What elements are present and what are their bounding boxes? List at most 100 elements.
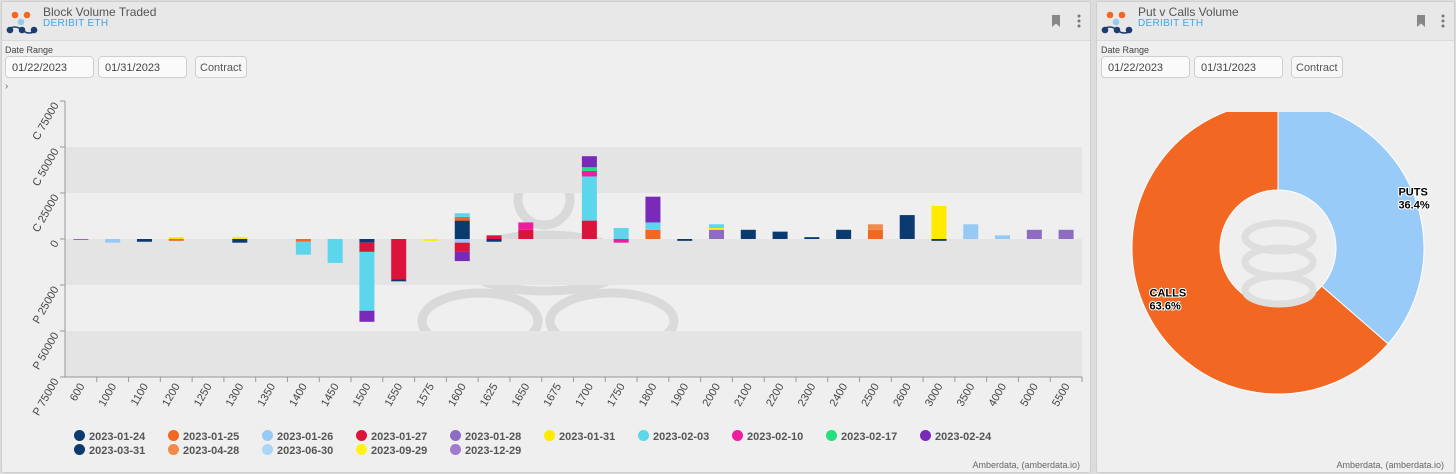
legend-item[interactable]: 2023-03-31 — [74, 444, 145, 458]
legend-dot — [450, 430, 461, 441]
kebab-menu-icon[interactable] — [1077, 14, 1081, 28]
bar-segment[interactable] — [518, 229, 534, 239]
bar-segment[interactable] — [836, 229, 852, 239]
bar-segment[interactable] — [677, 239, 693, 241]
bar-segment[interactable] — [931, 205, 947, 239]
bar-segment[interactable] — [359, 242, 375, 252]
bar-segment[interactable] — [454, 242, 470, 252]
bar-segment[interactable] — [168, 237, 184, 239]
x-tick-label: 1400 — [287, 382, 310, 409]
bar-segment[interactable] — [963, 224, 979, 239]
bar-segment[interactable] — [391, 279, 407, 282]
bar-segment[interactable] — [295, 239, 311, 242]
bar-segment[interactable] — [359, 251, 375, 311]
bar-segment[interactable] — [359, 239, 375, 243]
bar-segment[interactable] — [645, 222, 661, 230]
legend-dot — [356, 430, 367, 441]
grid-band — [65, 239, 1082, 285]
legend-dot — [638, 430, 649, 441]
legend-dot — [920, 430, 931, 441]
bar-segment[interactable] — [486, 239, 502, 242]
bar-segment[interactable] — [327, 239, 343, 263]
bar-segment[interactable] — [454, 216, 470, 221]
x-tick-label: 2200 — [764, 382, 787, 409]
bar-segment[interactable] — [1058, 229, 1074, 239]
y-tick-label: P 50000 — [31, 331, 62, 372]
bar-segment[interactable] — [359, 310, 375, 322]
end-date-input[interactable]: 01/31/2023 — [1194, 56, 1283, 78]
legend-item[interactable]: 2023-09-29 — [356, 444, 427, 458]
credit-text: Amberdata, (amberdata.io) — [1336, 460, 1444, 470]
bar-segment[interactable] — [168, 239, 184, 241]
legend-item[interactable]: 2023-02-17 — [826, 430, 897, 444]
slice-label: CALLS — [1150, 287, 1187, 299]
bar-segment[interactable] — [709, 229, 725, 239]
slice-label: PUTS — [1398, 187, 1427, 199]
legend-item[interactable]: 2023-02-24 — [920, 430, 991, 444]
bar-segment[interactable] — [867, 229, 883, 239]
bar-segment[interactable] — [709, 227, 725, 230]
panel-subtitle: DERIBIT ETH — [43, 18, 109, 29]
bar-segment[interactable] — [804, 237, 820, 239]
y-tick-label: C 25000 — [30, 193, 61, 235]
bar-segment[interactable] — [486, 235, 502, 239]
bar-segment[interactable] — [645, 229, 661, 239]
legend-item[interactable]: 2023-01-31 — [544, 430, 615, 444]
bar-segment[interactable] — [391, 239, 407, 280]
bar-segment[interactable] — [295, 241, 311, 255]
end-date-input[interactable]: 01/31/2023 — [98, 56, 187, 78]
bar-segment[interactable] — [105, 239, 121, 243]
x-tick-label: 5500 — [1050, 382, 1073, 409]
bar-segment[interactable] — [613, 239, 629, 243]
bar-segment[interactable] — [645, 196, 661, 223]
bar-segment[interactable] — [454, 251, 470, 262]
legend-label: 2023-03-31 — [89, 445, 146, 457]
contract-button[interactable]: Contract — [1291, 56, 1343, 78]
bar-segment[interactable] — [931, 239, 947, 241]
legend-item[interactable]: 2023-01-28 — [450, 430, 521, 444]
legend-item[interactable]: 2023-01-27 — [356, 430, 427, 444]
legend-item[interactable]: 2023-06-30 — [262, 444, 333, 458]
bar-segment[interactable] — [1026, 229, 1042, 239]
legend-item[interactable]: 2023-04-28 — [168, 444, 239, 458]
bar-segment[interactable] — [899, 215, 915, 239]
donut-slice[interactable] — [1277, 112, 1425, 345]
bar-segment[interactable] — [454, 213, 470, 217]
bar-segment[interactable] — [581, 176, 597, 221]
bar-segment[interactable] — [232, 237, 248, 239]
legend-dot — [262, 430, 273, 441]
bar-segment[interactable] — [73, 239, 89, 240]
legend-item[interactable]: 2023-12-29 — [450, 444, 521, 458]
bar-segment[interactable] — [136, 239, 152, 242]
bar-segment[interactable] — [422, 239, 438, 241]
bar-segment[interactable] — [995, 235, 1011, 239]
x-tick-label: 2600 — [891, 382, 914, 409]
bookmark-icon[interactable] — [1051, 14, 1061, 28]
bar-segment[interactable] — [454, 239, 470, 243]
bar-segment[interactable] — [740, 229, 756, 239]
bar-segment[interactable] — [772, 231, 788, 239]
legend-dot — [262, 444, 273, 455]
bar-segment[interactable] — [454, 220, 470, 239]
contract-button[interactable]: Contract — [195, 56, 247, 78]
kebab-menu-icon[interactable] — [1441, 14, 1445, 28]
legend-item[interactable]: 2023-01-24 — [74, 430, 145, 444]
donut-slice[interactable] — [1131, 112, 1389, 395]
bar-segment[interactable] — [613, 227, 629, 239]
bookmark-icon[interactable] — [1416, 14, 1426, 28]
bar-segment[interactable] — [232, 239, 248, 243]
legend-item[interactable]: 2023-01-26 — [262, 430, 333, 444]
expand-chevron-icon[interactable]: › — [5, 81, 9, 92]
bar-segment[interactable] — [518, 222, 534, 230]
bar-segment[interactable] — [581, 220, 597, 239]
bar-segment[interactable] — [867, 224, 883, 230]
start-date-input[interactable]: 01/22/2023 — [1101, 56, 1190, 78]
bar-segment[interactable] — [709, 224, 725, 228]
legend-item[interactable]: 2023-02-03 — [638, 430, 709, 444]
bar-segment[interactable] — [581, 156, 597, 168]
bar-segment[interactable] — [581, 170, 597, 177]
legend-item[interactable]: 2023-02-10 — [732, 430, 803, 444]
start-date-input[interactable]: 01/22/2023 — [5, 56, 94, 78]
legend-item[interactable]: 2023-01-25 — [168, 430, 239, 444]
bar-segment[interactable] — [581, 167, 597, 171]
